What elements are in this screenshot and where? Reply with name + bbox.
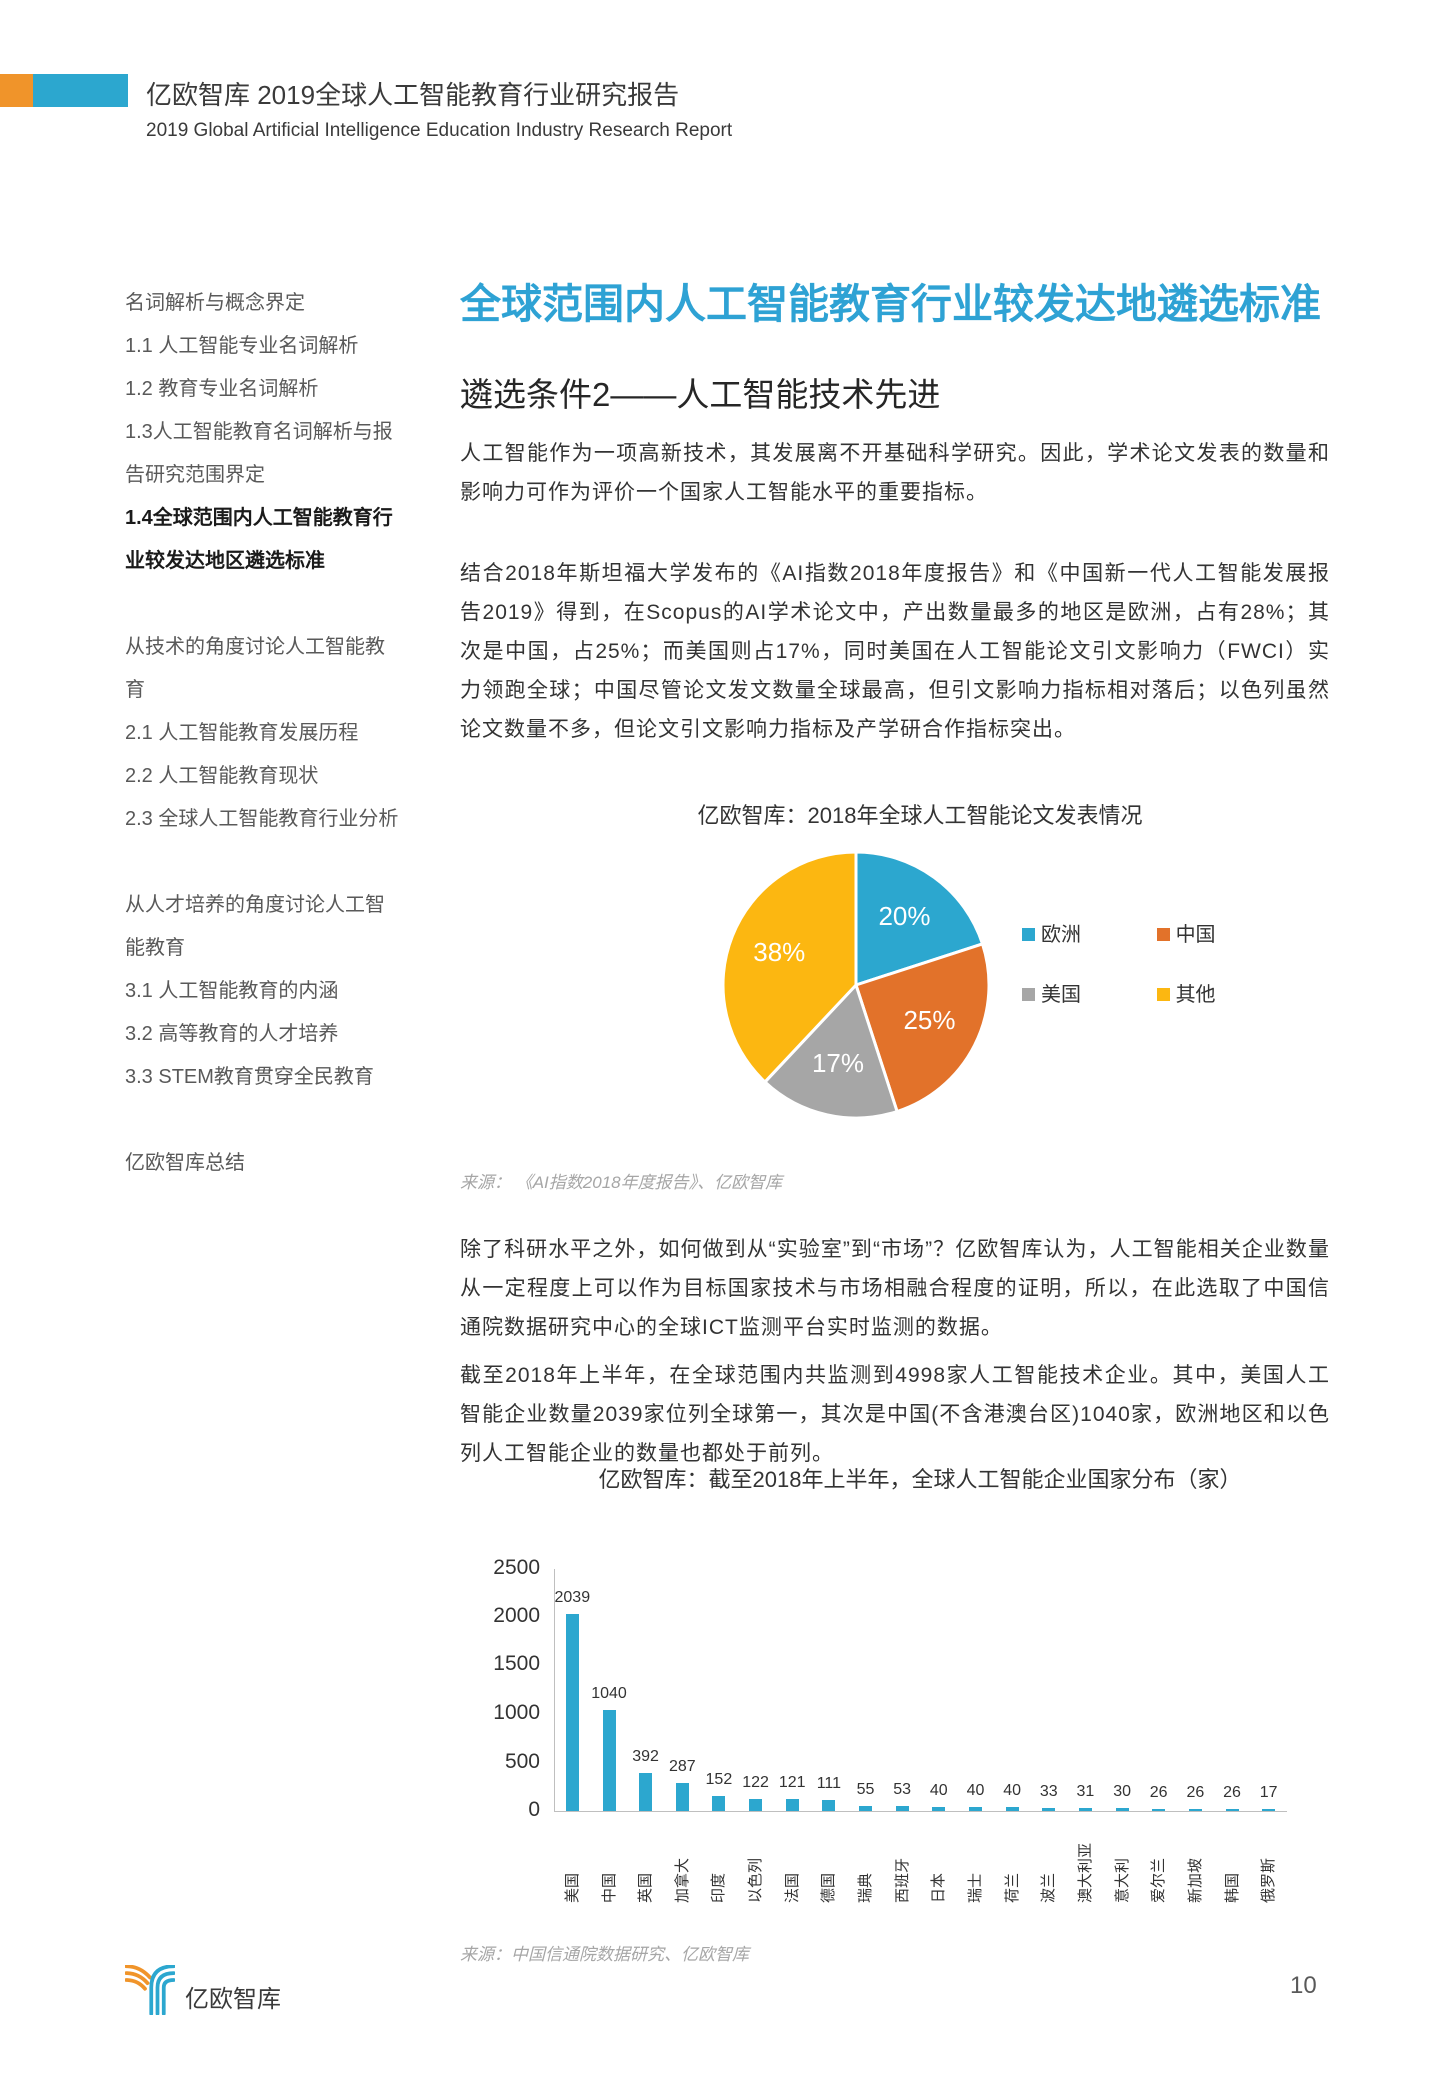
svg-text:25%: 25% <box>903 1005 955 1035</box>
svg-text:20%: 20% <box>878 901 930 931</box>
svg-text:38%: 38% <box>753 937 805 967</box>
svg-text:17%: 17% <box>812 1048 864 1078</box>
